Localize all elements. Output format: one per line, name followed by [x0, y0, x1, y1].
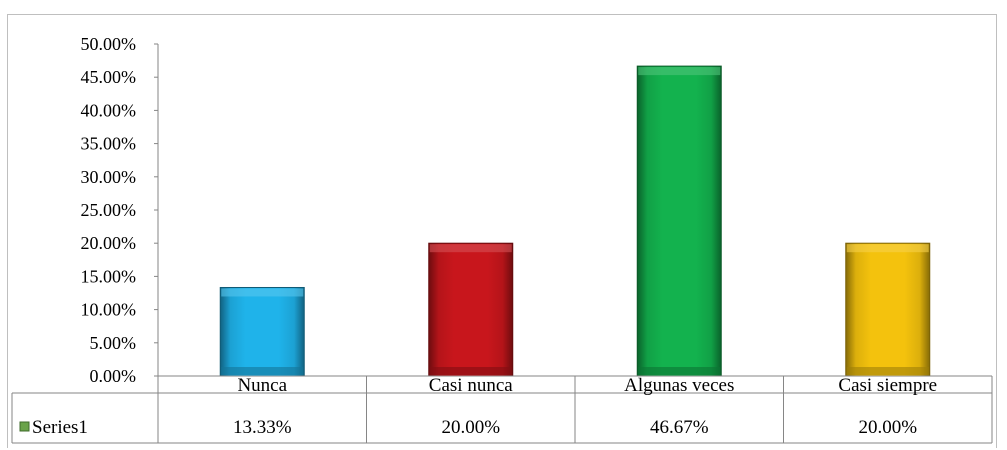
table-value-label: 20.00% [858, 417, 917, 438]
bar-bevel-bottom [846, 367, 929, 375]
table-value-label: 20.00% [441, 417, 500, 438]
bars [219, 65, 931, 377]
table-value-label: 13.33% [233, 417, 292, 438]
data-table: Nunca Casi nunca Algunas veces Casi siempre… [11, 375, 993, 444]
category-label: Nunca [237, 375, 287, 396]
category-label: Algunas veces [624, 375, 734, 396]
bar-bevel-top [429, 244, 512, 253]
legend-marker [19, 421, 30, 432]
bar-bevel-bottom [638, 367, 721, 375]
bar-body [219, 286, 305, 377]
bar-bevel-top [638, 67, 721, 76]
bar-body [845, 242, 931, 377]
y-tick-label: 50.00% [81, 34, 137, 54]
bar-bevel-bottom [221, 367, 304, 375]
category-label: Casi siempre [838, 375, 937, 396]
bar-casi-nunca [428, 242, 514, 377]
bar-bevel-bottom [429, 367, 512, 375]
category-label: Casi nunca [429, 375, 513, 396]
legend-series-name: Series1 [32, 417, 88, 438]
bar-nunca [219, 286, 305, 377]
bar-algunas-veces [636, 65, 722, 377]
y-tick-label: 35.00% [81, 134, 137, 154]
y-tick-label: 10.00% [81, 300, 137, 320]
y-tick-label: 0.00% [90, 366, 137, 386]
bar-bevel-top [221, 288, 304, 297]
bar-body [636, 65, 722, 377]
bar-casi-siempre [845, 242, 931, 377]
y-tick-label: 20.00% [81, 233, 137, 253]
table-value-label: 46.67% [650, 417, 709, 438]
y-tick-label: 25.00% [81, 200, 137, 220]
y-tick-label: 5.00% [90, 333, 137, 353]
y-tick-label: 30.00% [81, 167, 137, 187]
bar-body [428, 242, 514, 377]
y-tick-label: 15.00% [81, 266, 137, 286]
y-tick-label: 45.00% [81, 67, 137, 87]
y-axis: 0.00% 5.00% 10.00% 15.00% 20.00% 25.00% 30.00%… [81, 34, 159, 386]
y-tick-label: 40.00% [81, 100, 137, 120]
bar-bevel-top [846, 244, 929, 253]
chart-frame [7, 14, 997, 448]
